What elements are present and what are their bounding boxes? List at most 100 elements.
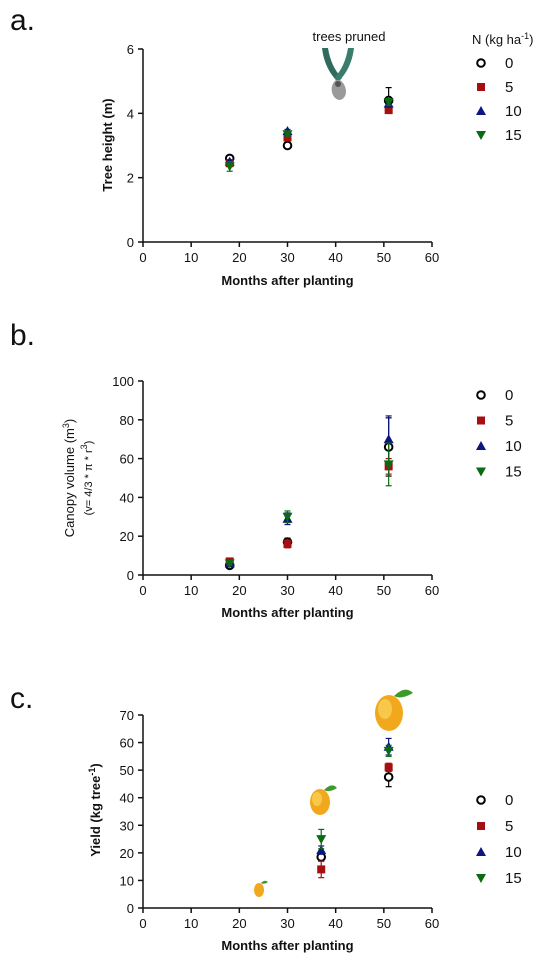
marker — [383, 746, 394, 756]
mango-icon — [254, 880, 268, 897]
y-tick-label: 10 — [120, 873, 134, 888]
y-axis-sublabel-part: ) — [83, 441, 95, 445]
marker — [316, 845, 327, 855]
legend-label: 0 — [505, 792, 513, 809]
x-tick-label: 10 — [184, 583, 198, 598]
legend-title-part: N (kg ha — [472, 32, 522, 47]
x-tick-label: 40 — [328, 250, 342, 265]
legend-marker — [477, 416, 485, 425]
legend-marker — [476, 441, 486, 450]
y-tick-label: 70 — [120, 708, 134, 723]
x-tick-label: 20 — [232, 583, 246, 598]
legend-marker — [476, 390, 486, 400]
legend-label: 0 — [505, 387, 513, 404]
x-tick-label: 60 — [425, 916, 439, 931]
y-axis-label-part: ) — [62, 419, 77, 423]
marker — [282, 140, 293, 151]
x-tick-label: 60 — [425, 583, 439, 598]
legend-label: 15 — [505, 870, 522, 887]
mango-icon — [310, 785, 337, 815]
legend-marker — [476, 467, 486, 477]
y-tick-label: 0 — [127, 568, 134, 583]
panel-label: a. — [10, 4, 35, 37]
pruner-icon — [322, 48, 354, 100]
marker — [383, 434, 394, 444]
legend-label: 0 — [505, 55, 513, 72]
y-axis-label: Yield (kg tree-1) — [87, 763, 103, 857]
x-tick-label: 0 — [139, 250, 146, 265]
y-tick-label: 2 — [127, 171, 134, 186]
x-tick-label: 20 — [232, 250, 246, 265]
y-tick-label: 20 — [120, 529, 134, 544]
y-axis-label-part: Tree height (m) — [100, 98, 115, 191]
marker — [317, 865, 326, 874]
y-axis-label-part: Canopy volume (m — [62, 428, 77, 537]
legend-marker — [476, 106, 486, 115]
y-tick-label: 0 — [127, 235, 134, 250]
x-tick-label: 30 — [280, 583, 294, 598]
x-tick-label: 50 — [377, 583, 391, 598]
legend-label: 15 — [505, 464, 522, 481]
legend-label: 10 — [505, 103, 522, 120]
x-axis-label: Months after planting — [221, 938, 353, 953]
legend-label: 10 — [505, 438, 522, 455]
marker — [283, 539, 292, 548]
y-axis-label-part: Yield (kg tree — [88, 776, 103, 857]
y-tick-label: 30 — [120, 818, 134, 833]
legend-marker — [476, 131, 486, 140]
y-axis-label-part: ) — [88, 763, 103, 767]
y-tick-label: 20 — [120, 846, 134, 861]
y-tick-label: 40 — [120, 791, 134, 806]
y-tick-label: 50 — [120, 763, 134, 778]
x-axis-label: Months after planting — [221, 605, 353, 620]
y-axis-sublabel-part: (v= 4/3 * π * r — [83, 449, 95, 515]
marker — [383, 772, 394, 782]
y-tick-label: 40 — [120, 490, 134, 505]
x-tick-label: 60 — [425, 250, 439, 265]
y-axis-sublabel: (v= 4/3 * π * r3) — [79, 441, 95, 516]
marker — [383, 98, 394, 108]
legend-marker — [477, 822, 485, 830]
x-axis-label: Months after planting — [221, 273, 353, 288]
legend-title-part: -1 — [521, 31, 529, 41]
marker — [384, 763, 393, 772]
y-tick-label: 6 — [127, 42, 134, 57]
x-tick-label: 20 — [232, 916, 246, 931]
y-tick-label: 60 — [120, 452, 134, 467]
x-tick-label: 40 — [328, 583, 342, 598]
x-tick-label: 30 — [280, 250, 294, 265]
x-tick-label: 40 — [328, 916, 342, 931]
y-tick-label: 4 — [127, 106, 134, 121]
legend-label: 5 — [505, 818, 513, 835]
x-tick-label: 50 — [377, 250, 391, 265]
legend-marker — [476, 795, 486, 805]
x-tick-label: 10 — [184, 916, 198, 931]
legend-marker — [476, 58, 486, 68]
y-tick-label: 0 — [127, 901, 134, 916]
x-tick-label: 30 — [280, 916, 294, 931]
marker — [224, 559, 235, 569]
y-axis-label-part: 3 — [61, 423, 71, 428]
legend-label: 5 — [505, 413, 513, 430]
mango-icon — [375, 689, 413, 731]
legend-marker — [476, 874, 486, 883]
marker — [282, 512, 293, 522]
legend-label: 5 — [505, 79, 513, 96]
y-axis-label-part: -1 — [87, 768, 97, 776]
legend-marker — [477, 83, 485, 91]
legend-title-part: ) — [529, 32, 533, 47]
y-tick-label: 100 — [112, 374, 134, 389]
legend-label: 10 — [505, 844, 522, 861]
marker — [282, 130, 293, 140]
marker — [384, 106, 393, 115]
y-axis-label: Tree height (m) — [100, 98, 115, 191]
y-axis-label: Canopy volume (m3) — [61, 419, 77, 537]
x-tick-label: 10 — [184, 250, 198, 265]
legend-label: 15 — [505, 127, 522, 144]
marker — [316, 835, 327, 845]
annotation: trees pruned — [313, 29, 386, 44]
y-axis-sublabel-part: 3 — [79, 444, 89, 449]
x-tick-label: 50 — [377, 916, 391, 931]
marker — [224, 162, 235, 172]
